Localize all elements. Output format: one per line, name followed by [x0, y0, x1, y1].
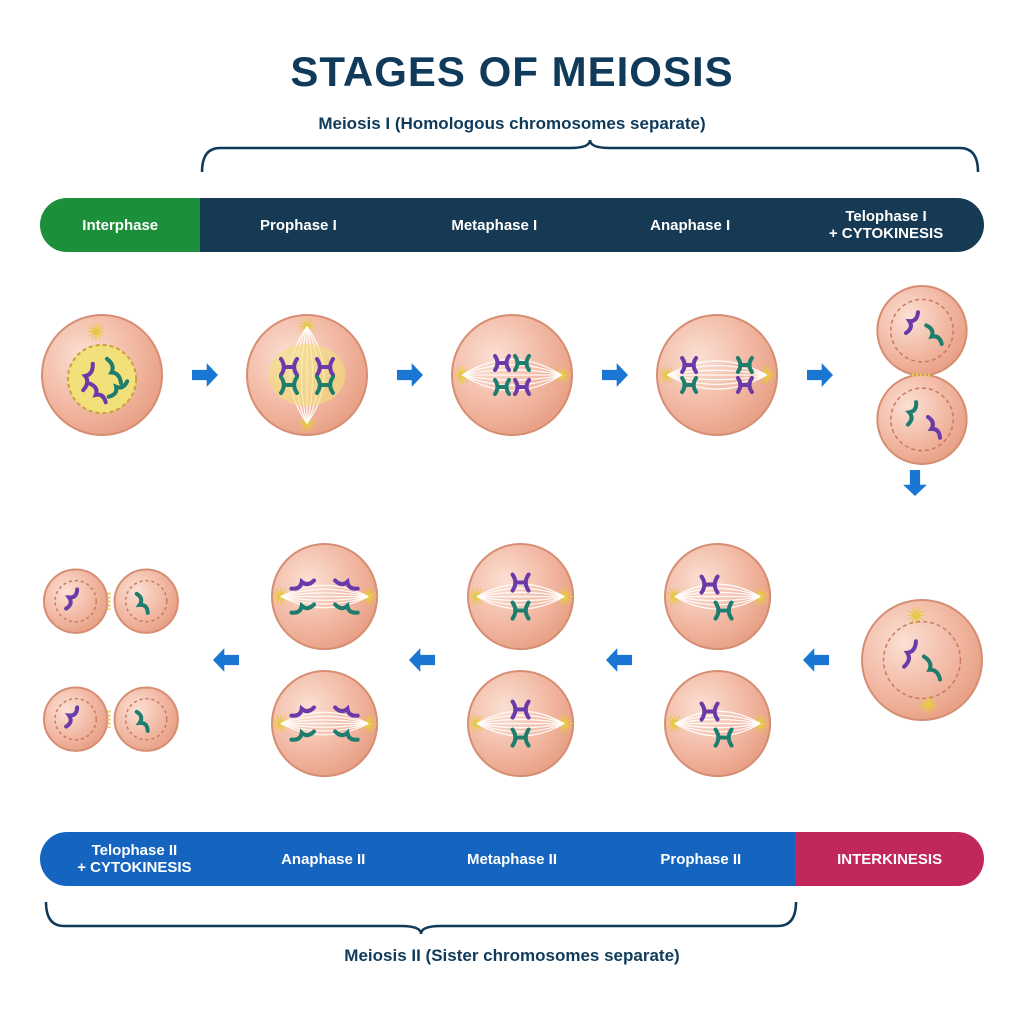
brace-top: [200, 140, 980, 180]
arrow-right: [598, 358, 632, 392]
phase-segment: Telophase II+ CYTOKINESIS: [40, 832, 229, 886]
cell-metaphase1: [450, 313, 574, 437]
arrow-left: [405, 643, 439, 677]
phase-segment: Prophase II: [606, 832, 795, 886]
phase-segment: INTERKINESIS: [795, 832, 984, 886]
arrow-left: [799, 643, 833, 677]
cells-row-2: [40, 542, 984, 778]
cell-telophase2: [40, 551, 182, 770]
meiosis1-caption: Meiosis I (Homologous chromosomes separa…: [0, 114, 1024, 134]
down-arrow: [898, 466, 932, 505]
phase-bar-meiosis2: Telophase II+ CYTOKINESISAnaphase IIMeta…: [40, 832, 984, 886]
phase-segment: Interphase: [40, 198, 200, 252]
cell-anaphase2: [270, 542, 379, 778]
phase-segment: Anaphase I: [592, 198, 788, 252]
page-title: STAGES OF MEIOSIS: [0, 0, 1024, 96]
arrow-right: [393, 358, 427, 392]
cell-metaphase2: [466, 542, 575, 778]
cells-row-1: [40, 282, 984, 468]
phase-segment: Metaphase II: [418, 832, 607, 886]
cell-interphase: [40, 313, 164, 437]
cell-anaphase1: [655, 313, 779, 437]
phase-segment: Prophase I: [200, 198, 396, 252]
arrow-left: [209, 643, 243, 677]
arrow-right: [803, 358, 837, 392]
arrow-right: [188, 358, 222, 392]
cell-interkinesis: [860, 598, 984, 722]
cell-prophase1: [245, 313, 369, 437]
cell-telophase1: [860, 282, 984, 468]
phase-segment: Anaphase II: [229, 832, 418, 886]
brace-bottom: [44, 894, 798, 934]
phase-segment: Telophase I+ CYTOKINESIS: [788, 198, 984, 252]
arrow-left: [602, 643, 636, 677]
cell-prophase2: [663, 542, 772, 778]
phase-bar-meiosis1: InterphaseProphase IMetaphase IAnaphase …: [40, 198, 984, 252]
phase-segment: Metaphase I: [396, 198, 592, 252]
meiosis2-caption: Meiosis II (Sister chromosomes separate): [0, 946, 1024, 966]
